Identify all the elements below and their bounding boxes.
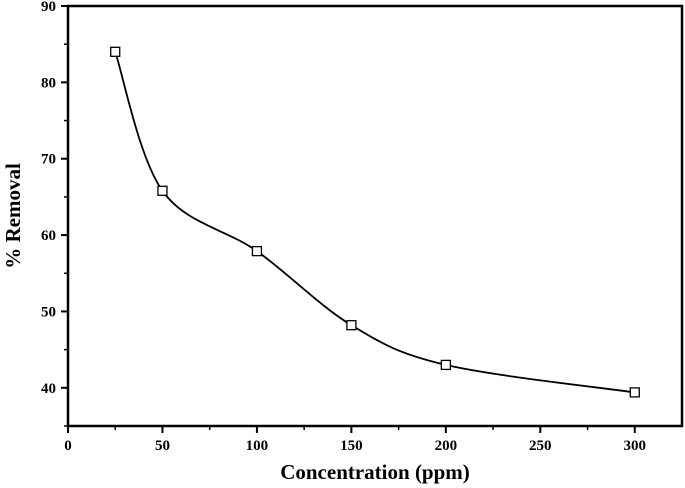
y-axis-ticks: 40 50 60 70 80 90 — [41, 0, 68, 427]
y-tick-label: 50 — [41, 304, 56, 320]
x-tick-label: 300 — [624, 438, 647, 454]
x-tick-label: 50 — [155, 438, 170, 454]
data-point-marker — [110, 46, 121, 57]
y-tick-label: 90 — [41, 0, 56, 15]
x-tick-label: 250 — [529, 438, 552, 454]
data-point-marker — [346, 320, 357, 331]
x-tick-label: 100 — [246, 438, 269, 454]
y-tick-label: 70 — [41, 152, 56, 168]
x-axis-ticks: 0 50 100 150 200 250 300 — [64, 426, 646, 454]
plot-frame — [66, 4, 684, 428]
data-point-marker — [157, 185, 168, 196]
x-axis-title: Concentration (ppm) — [280, 460, 470, 484]
x-tick-label: 0 — [64, 438, 72, 454]
series-layer — [110, 46, 640, 398]
y-axis-title: % Removal — [1, 163, 25, 269]
y-tick-label: 40 — [41, 381, 56, 397]
series-line — [114, 51, 635, 394]
y-tick-label: 60 — [41, 228, 56, 244]
x-tick-label: 200 — [435, 438, 458, 454]
x-tick-label: 150 — [340, 438, 363, 454]
data-point-marker — [440, 359, 451, 371]
data-point-marker — [251, 245, 263, 257]
y-tick-label: 80 — [41, 75, 56, 91]
data-point-marker — [629, 387, 640, 398]
